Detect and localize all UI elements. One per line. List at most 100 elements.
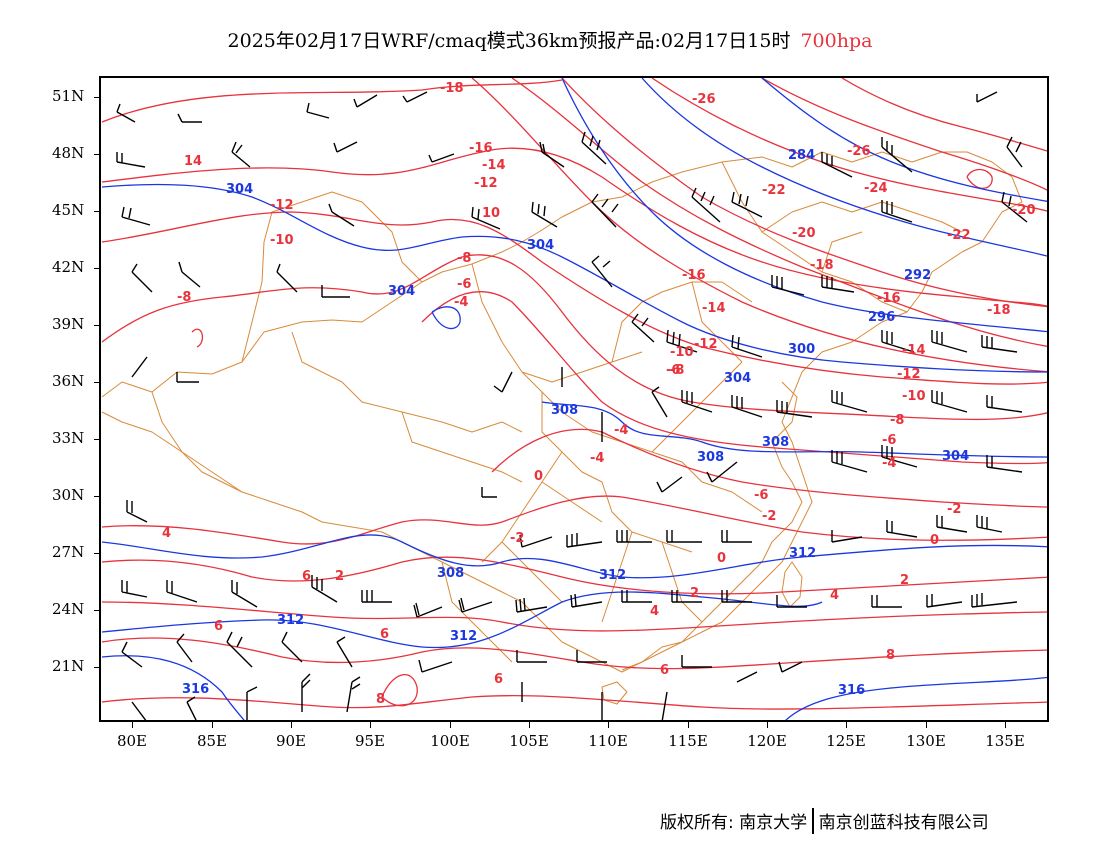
temp-label: 4 (650, 604, 659, 619)
wind-barb (831, 450, 868, 473)
lon-label: 85E (196, 732, 228, 750)
isotherm (966, 168, 993, 189)
height-label: 304 (724, 371, 751, 386)
temp-label: -16 (682, 268, 706, 283)
temp-label: -4 (454, 295, 468, 310)
temp-label: -2 (510, 531, 524, 546)
wind-barb (731, 191, 763, 218)
temp-label: 6 (660, 663, 669, 678)
wind-barb (666, 530, 702, 543)
height-label: 296 (868, 310, 895, 325)
lat-label: 36N (52, 372, 85, 390)
wind-barb (831, 390, 868, 413)
wind-barb (661, 691, 668, 720)
wind-barb (591, 255, 613, 288)
lon-tick (450, 722, 451, 728)
taiwan (781, 561, 803, 608)
wind-barb (519, 534, 553, 548)
isotherm (101, 637, 1047, 670)
wind-barb (226, 631, 253, 668)
temp-label: -8 (177, 290, 191, 305)
wind-barb (1006, 136, 1023, 168)
temp-label: 6 (380, 627, 389, 642)
wind-barb (361, 590, 392, 603)
wind-barb (131, 356, 148, 378)
isohypse (761, 78, 1047, 202)
province-borders (151, 161, 963, 663)
map-plot-area: -18 14 -16 -14 -12 -12 -10 10 -8 -8 -6 -… (99, 76, 1049, 722)
lon-tick (529, 722, 530, 728)
height-label: 300 (788, 342, 815, 357)
temp-label: -26 (847, 144, 871, 159)
lon-label: 100E (430, 732, 470, 750)
wind-barb (121, 641, 143, 668)
wind-barb (131, 263, 153, 293)
coastline (621, 381, 803, 671)
isotherm (491, 428, 1047, 508)
wind-barb (418, 659, 453, 673)
wind-barb (413, 602, 443, 618)
lat-tick (94, 382, 100, 383)
isotherm (761, 78, 1047, 191)
wind-barb (881, 330, 915, 353)
wind-barb (458, 597, 493, 613)
wind-barb (776, 400, 813, 418)
wind-barb (736, 671, 758, 683)
wind-barb (336, 636, 353, 668)
lat-tick (94, 268, 100, 269)
wind-barb (621, 590, 652, 603)
temperature-contours (101, 78, 1047, 710)
lon-label: 120E (747, 732, 787, 750)
wind-barb (616, 530, 652, 543)
temperature-labels: -18 14 -16 -14 -12 -12 -10 10 -8 -8 -6 -… (162, 81, 1036, 707)
height-label: 312 (599, 568, 626, 583)
lat-label: 27N (52, 543, 85, 561)
height-label: 316 (838, 683, 865, 698)
wind-barb (231, 580, 258, 608)
lat-label: 48N (52, 144, 85, 162)
isotherm (511, 78, 1047, 347)
isotherm (651, 78, 1047, 212)
isotherm (841, 78, 1047, 152)
lon-label: 135E (985, 732, 1025, 750)
temp-label: -6 (666, 363, 680, 378)
wind-barb (721, 530, 752, 543)
temp-label: -16 (469, 141, 493, 156)
wind-barb (176, 372, 199, 383)
wind-barb (706, 461, 738, 483)
temp-label: -12 (270, 198, 294, 213)
wind-barb (566, 533, 603, 548)
temp-label: -22 (947, 228, 971, 243)
lon-tick (767, 722, 768, 728)
temp-label: -2 (762, 509, 776, 524)
height-label: 304 (942, 449, 969, 464)
isotherm (191, 328, 204, 348)
wind-barb (126, 500, 148, 523)
lon-label: 110E (588, 732, 628, 750)
wind-barb (311, 575, 338, 603)
isohypse (431, 306, 461, 330)
temp-label: 2 (335, 569, 344, 584)
lon-tick (1005, 722, 1006, 728)
lat-label: 30N (52, 486, 85, 504)
lat-tick (94, 610, 100, 611)
temp-label: 0 (534, 469, 543, 484)
temp-label: -8 (890, 413, 904, 428)
height-label: 292 (904, 268, 931, 283)
temp-label: 2 (900, 573, 909, 588)
temp-label: -24 (864, 181, 888, 196)
wind-barb (778, 661, 803, 673)
lat-tick (94, 496, 100, 497)
wind-barb (246, 686, 258, 720)
lon-label: 95E (354, 732, 386, 750)
height-label: 312 (277, 613, 304, 628)
lon-tick (608, 722, 609, 728)
wind-barb (721, 590, 752, 603)
height-label: 308 (697, 450, 724, 465)
wind-barb (771, 275, 805, 296)
lon-tick (212, 722, 213, 728)
lon-label: 130E (906, 732, 946, 750)
isotherm (101, 254, 1047, 421)
isotherm (101, 495, 1047, 545)
lon-label: 115E (668, 732, 708, 750)
